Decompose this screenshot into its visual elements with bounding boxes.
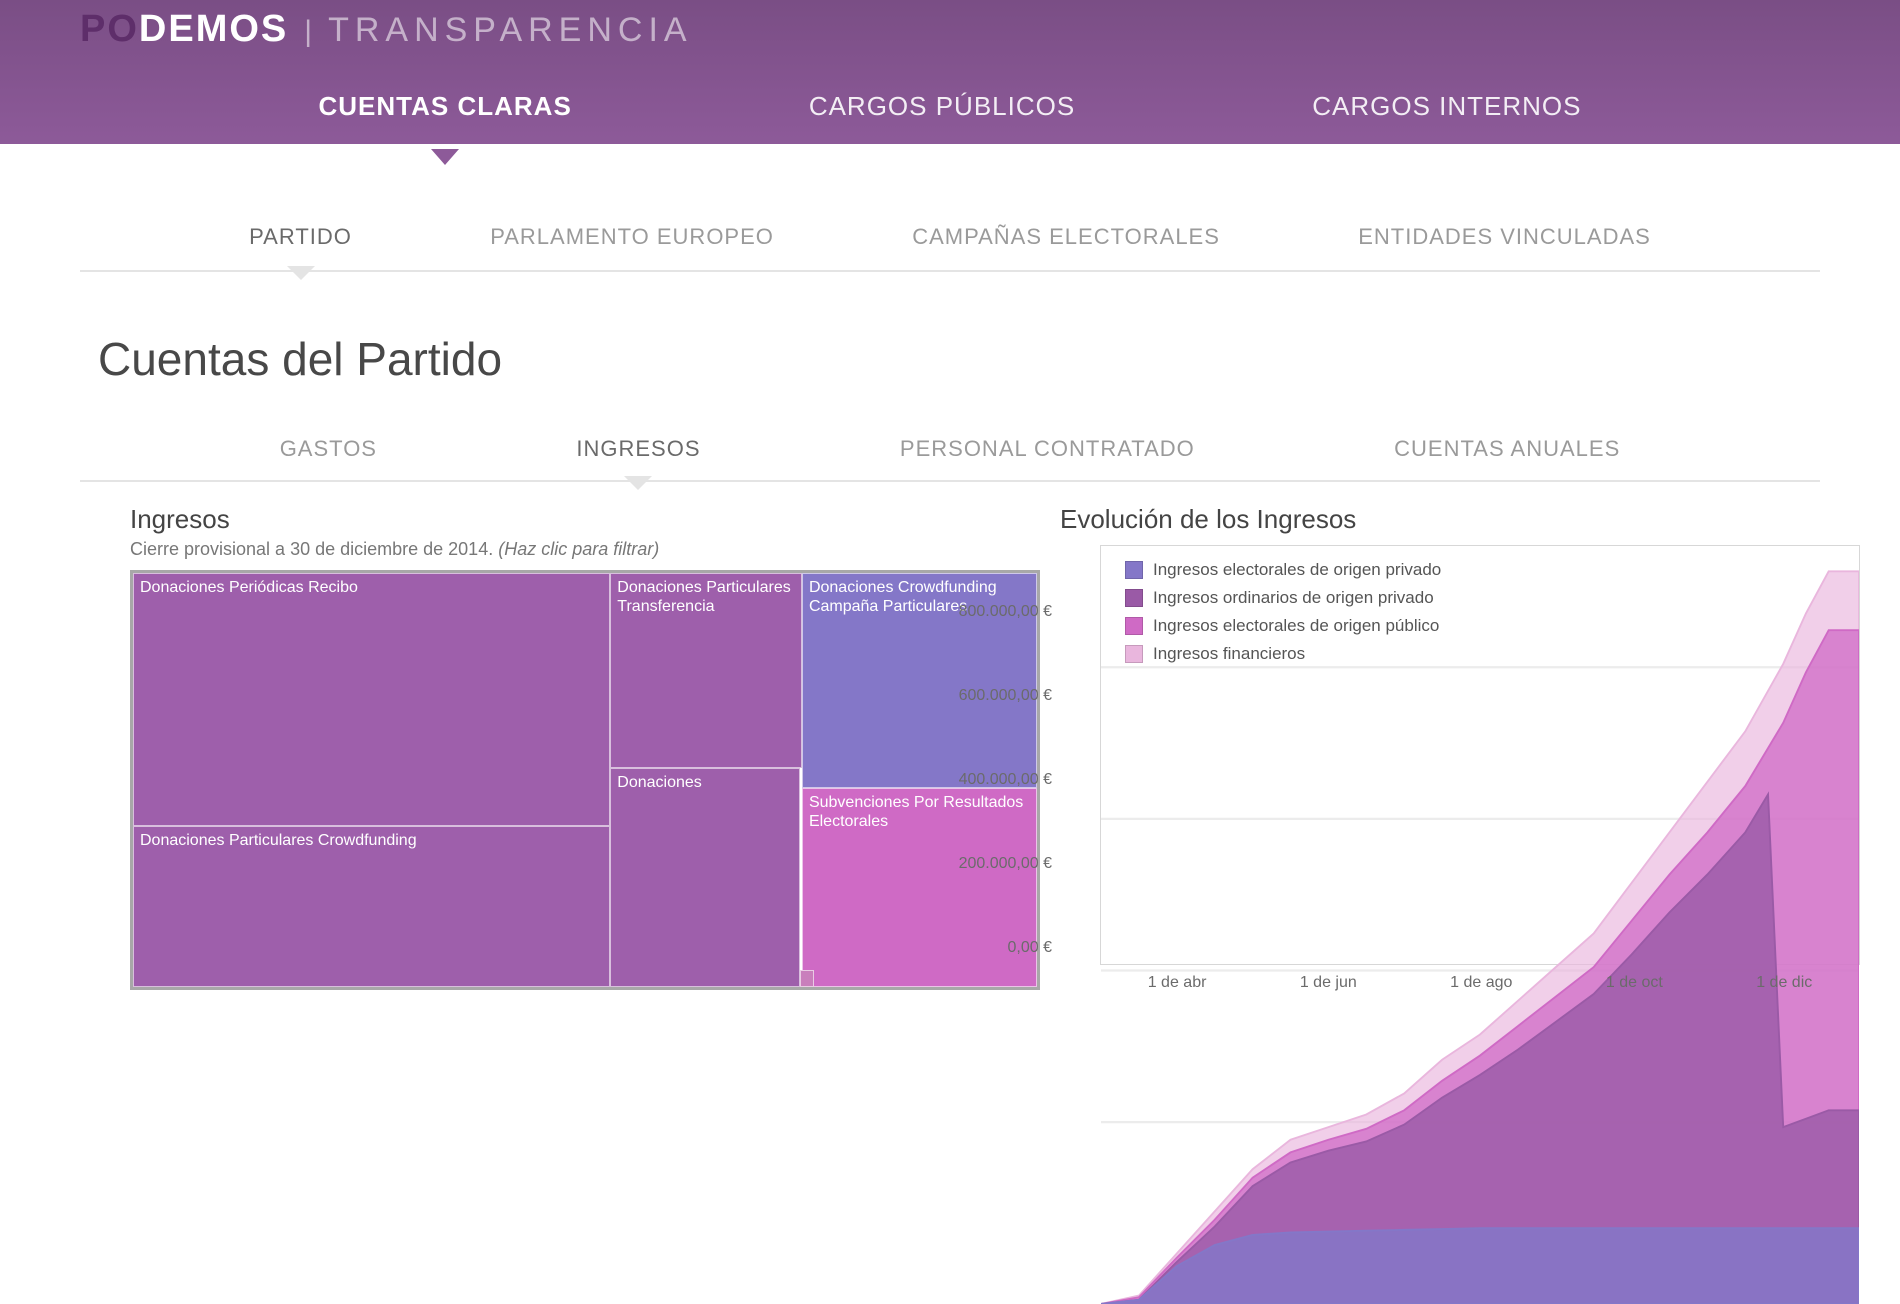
legend-swatch-1 [1125,589,1143,607]
treemap-cell-3[interactable]: Donaciones [610,768,800,987]
sub-nav-wrap: PARTIDO PARLAMENTO EUROPEO CAMPAÑAS ELECTO… [80,224,1820,272]
legend-label-1: Ingresos ordinarios de origen privado [1153,588,1434,608]
brand-subtitle: TRANSPARENCIA [328,11,693,50]
brand-logo-rest: DEMOS [139,8,288,50]
legend-label-0: Ingresos electorales de origen privado [1153,560,1441,580]
brand: PODEMOS | TRANSPARENCIA [80,0,1820,81]
legend-item-2: Ingresos electorales de origen público [1125,616,1441,636]
treemap-cell-0[interactable]: Donaciones Periódicas Recibo [133,573,610,826]
main-nav-item-0[interactable]: CUENTAS CLARAS [319,91,572,122]
sub-nav-item-2[interactable]: CAMPAÑAS ELECTORALES [912,224,1220,250]
area-chart-legend: Ingresos electorales de origen privado In… [1125,560,1441,672]
x-tick-0: 1 de abr [1148,974,1207,992]
legend-item-1: Ingresos ordinarios de origen privado [1125,588,1441,608]
area-chart-x-axis: 1 de abr 1 de jun 1 de ago 1 de oct 1 de dic [1101,974,1859,992]
legend-item-3: Ingresos financieros [1125,644,1441,664]
brand-divider: | [304,15,312,49]
main-nav-item-2[interactable]: CARGOS INTERNOS [1312,91,1581,122]
area-chart-y-axis: 0,00 € 200.000,00 € 400.000,00 € 600.000,00… [942,545,1052,965]
y-tick-4: 800.000,00 € [959,603,1052,621]
y-tick-3: 600.000,00 € [959,687,1052,705]
treemap-chart[interactable]: Donaciones Periódicas ReciboDonaciones P… [130,570,1040,990]
legend-item-0: Ingresos electorales de origen privado [1125,560,1441,580]
content: PARTIDO PARLAMENTO EUROPEO CAMPAÑAS ELECTO… [0,144,1900,990]
treemap-cell-1[interactable]: Donaciones Particulares Crowdfunding [133,826,610,987]
x-tick-3: 1 de oct [1606,974,1663,992]
treemap-hint: (Haz clic para filtrar) [498,539,659,559]
x-tick-2: 1 de ago [1450,974,1512,992]
x-tick-1: 1 de jun [1300,974,1357,992]
sub-nav-item-1[interactable]: PARLAMENTO EUROPEO [490,224,774,250]
y-tick-1: 200.000,00 € [959,855,1052,873]
legend-swatch-2 [1125,617,1143,635]
main-nav: CUENTAS CLARAS CARGOS PÚBLICOS CARGOS INTE… [80,81,1820,144]
sub-nav-item-3[interactable]: ENTIDADES VINCULADAS [1358,224,1651,250]
main-nav-item-1[interactable]: CARGOS PÚBLICOS [809,91,1075,122]
legend-swatch-0 [1125,561,1143,579]
area-chart-title: Evolución de los Ingresos [1060,504,1860,535]
sub-nav: PARTIDO PARLAMENTO EUROPEO CAMPAÑAS ELECTO… [80,224,1820,270]
tert-nav-item-2[interactable]: PERSONAL CONTRATADO [900,436,1195,462]
brand-logo: PODEMOS [80,8,288,51]
tert-nav-item-1[interactable]: INGRESOS [576,436,700,462]
treemap-subtitle-text: Cierre provisional a 30 de diciembre de … [130,539,493,559]
treemap-title: Ingresos [130,504,1040,535]
area-chart-column: Evolución de los Ingresos 0,00 €200.000,… [1060,504,1860,990]
y-tick-2: 400.000,00 € [959,771,1052,789]
tert-nav-item-0[interactable]: GASTOS [280,436,377,462]
tertiary-nav-wrap: GASTOS INGRESOS PERSONAL CONTRATADO CUENTAS… [80,436,1820,482]
tert-nav-item-3[interactable]: CUENTAS ANUALES [1394,436,1620,462]
header: PODEMOS | TRANSPARENCIA CUENTAS CLARAS CA… [0,0,1900,144]
legend-label-2: Ingresos electorales de origen público [1153,616,1439,636]
legend-swatch-3 [1125,645,1143,663]
treemap-cell-2[interactable]: Donaciones Particulares Transferencia [610,573,802,768]
brand-logo-accent: PO [80,8,139,50]
page-title: Cuentas del Partido [98,332,1820,386]
area-chart[interactable]: Ingresos electorales de origen privado In… [1100,545,1860,965]
treemap-column: Ingresos Cierre provisional a 30 de dici… [130,504,1040,990]
treemap-subtitle: Cierre provisional a 30 de diciembre de … [130,539,1040,560]
treemap-cell-6[interactable] [800,970,814,987]
x-tick-4: 1 de dic [1756,974,1812,992]
tertiary-nav: GASTOS INGRESOS PERSONAL CONTRATADO CUENTAS… [80,436,1820,480]
charts-row: Ingresos Cierre provisional a 30 de dici… [80,504,1820,990]
y-tick-0: 0,00 € [1008,939,1052,957]
sub-nav-item-0[interactable]: PARTIDO [249,224,352,250]
legend-label-3: Ingresos financieros [1153,644,1305,664]
